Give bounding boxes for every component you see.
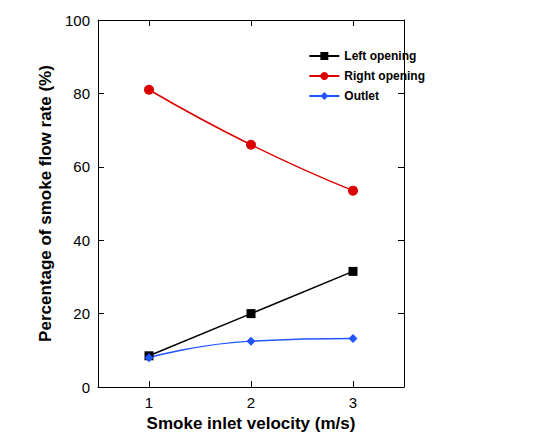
svg-text:0: 0	[82, 379, 90, 396]
svg-text:60: 60	[73, 158, 90, 175]
svg-text:Left opening: Left opening	[344, 49, 416, 63]
svg-text:20: 20	[73, 305, 90, 322]
svg-text:Smoke inlet velocity (m/s): Smoke inlet velocity (m/s)	[147, 414, 356, 433]
svg-text:40: 40	[73, 232, 90, 249]
svg-text:Percentage of smoke flow rate: Percentage of smoke flow rate (%)	[36, 65, 55, 342]
svg-text:Right opening: Right opening	[344, 69, 425, 83]
svg-text:100: 100	[65, 12, 90, 29]
svg-text:1: 1	[145, 394, 153, 411]
svg-text:3: 3	[349, 394, 357, 411]
svg-text:80: 80	[73, 85, 90, 102]
svg-text:Outlet: Outlet	[344, 89, 379, 103]
svg-text:2: 2	[247, 394, 255, 411]
